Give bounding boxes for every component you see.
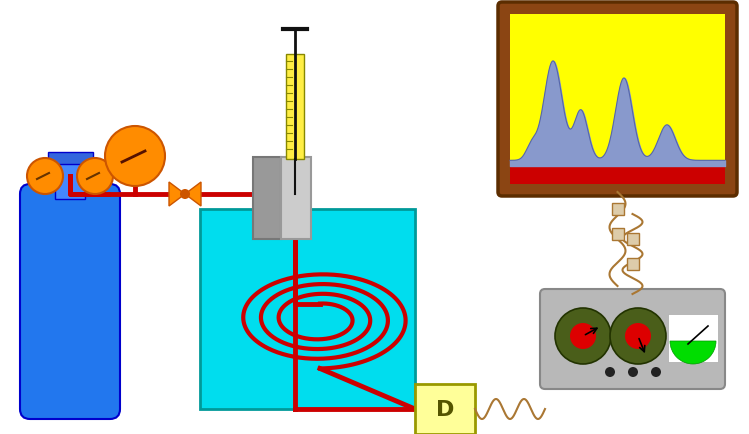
Circle shape	[180, 190, 190, 200]
Bar	[55, 160, 85, 200]
Bar	[611, 228, 623, 240]
Bar	[510, 167, 725, 184]
Bar	[253, 158, 281, 240]
Bar	[626, 233, 638, 246]
Circle shape	[605, 367, 615, 377]
Circle shape	[651, 367, 661, 377]
FancyBboxPatch shape	[498, 3, 737, 197]
FancyBboxPatch shape	[20, 184, 120, 419]
Polygon shape	[169, 183, 185, 207]
Circle shape	[77, 159, 113, 194]
Wedge shape	[670, 341, 716, 364]
Bar	[286, 55, 304, 160]
Circle shape	[625, 323, 651, 349]
Circle shape	[570, 323, 596, 349]
Circle shape	[628, 367, 638, 377]
Bar	[510, 15, 725, 184]
Text: D: D	[436, 399, 454, 419]
FancyBboxPatch shape	[540, 289, 725, 389]
Polygon shape	[185, 183, 201, 207]
Circle shape	[27, 159, 63, 194]
Circle shape	[610, 308, 666, 364]
Bar	[626, 258, 638, 270]
Circle shape	[555, 308, 611, 364]
Bar	[668, 314, 718, 362]
Circle shape	[105, 127, 165, 187]
Bar	[611, 204, 623, 216]
Bar	[281, 158, 311, 240]
Bar	[200, 210, 415, 409]
Bar	[48, 153, 93, 164]
Bar	[415, 384, 475, 434]
